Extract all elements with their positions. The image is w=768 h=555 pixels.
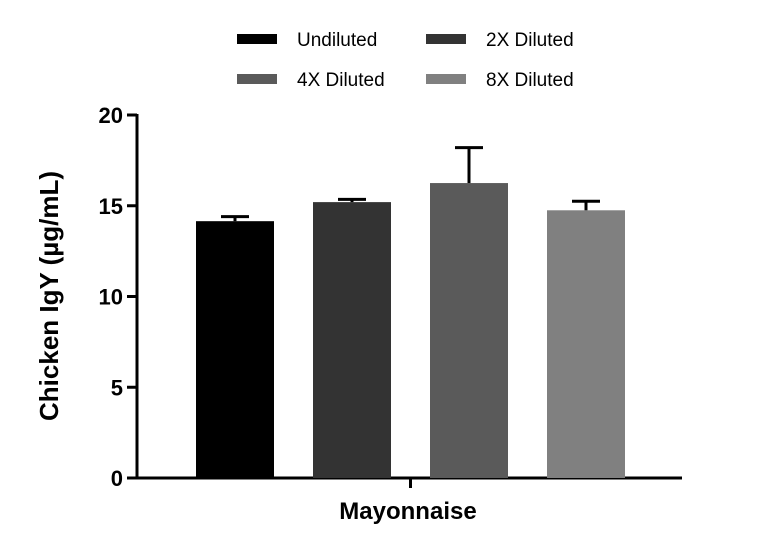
legend-label: 4X Diluted [297, 70, 385, 91]
legend-swatch [426, 34, 466, 44]
legend-swatch [426, 74, 466, 84]
legend-swatch [237, 74, 277, 84]
legend-label: 2X Diluted [486, 30, 574, 51]
y-tick-label: 5 [111, 375, 123, 400]
y-tick-label: 20 [99, 103, 123, 128]
legend: Undiluted 2X Diluted 4X Diluted 8X Diluted [237, 30, 574, 91]
y-tick-label: 0 [111, 466, 123, 491]
legend-label: 8X Diluted [486, 70, 574, 91]
x-axis-label: Mayonnaise [339, 498, 476, 525]
y-tick-label: 15 [99, 194, 123, 219]
bar-8x-diluted [547, 210, 625, 478]
bars [196, 146, 625, 479]
bar-4x-diluted [430, 183, 508, 478]
y-tick-label: 10 [99, 285, 123, 310]
bar-2x-diluted [313, 202, 391, 478]
bar-undiluted [196, 221, 274, 479]
y-axis-label: Chicken IgY (µg/mL) [34, 171, 64, 421]
legend-label: Undiluted [297, 30, 377, 51]
legend-swatch [237, 34, 277, 44]
